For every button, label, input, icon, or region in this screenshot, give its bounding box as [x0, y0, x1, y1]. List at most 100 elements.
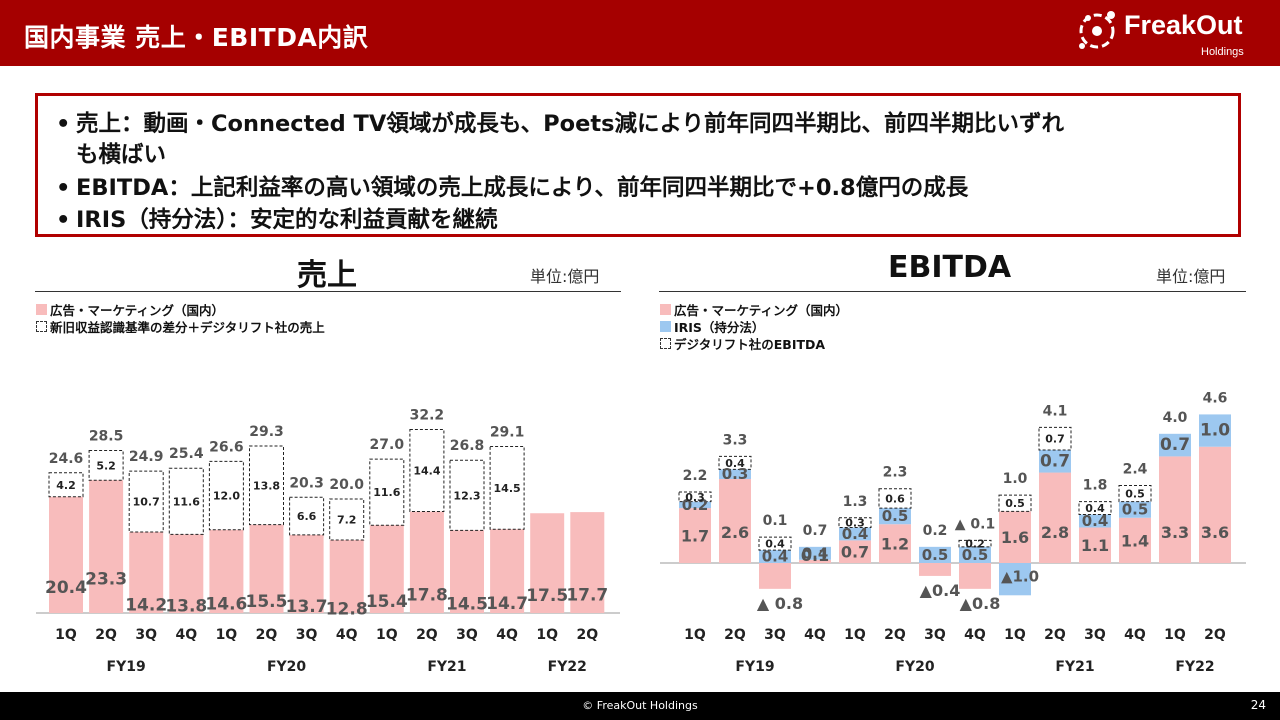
sales-bar-ad-label: 14.2: [125, 596, 167, 616]
ebitda-total-label: 1.8: [1083, 478, 1108, 494]
ebitda-bar-ad: [839, 540, 871, 563]
sales-quarter-label: 3Q: [296, 627, 318, 643]
ebitda-bar-ad-label: 1.4: [1121, 531, 1149, 550]
ebitda-bar-iris-label: 0.4: [842, 525, 869, 543]
ebitda-bar-digitalift-label: 0.3: [685, 491, 705, 504]
sales-quarter-label: 2Q: [95, 627, 117, 643]
sales-total-label: 24.9: [129, 449, 164, 465]
sales-bar-ad-label: 13.7: [286, 597, 328, 617]
ebitda-bar-iris-label: ▲1.0: [1001, 567, 1039, 585]
ebitda-total-label: 4.0: [1163, 410, 1188, 426]
ebitda-total-label: 3.3: [723, 432, 748, 448]
sales-bar-ad: [249, 524, 284, 613]
ebitda-bar-iris-label: 0.7: [1040, 451, 1070, 471]
ebitda-bar-ad-label: 1.6: [1001, 528, 1029, 547]
ebitda-bar-digitalift-label: 0.5: [1125, 488, 1145, 501]
company-logo: FreakOut Holdings: [1070, 4, 1270, 62]
ebitda-quarter-label: 1Q: [1164, 627, 1186, 643]
ebitda-total-label: 0.2: [923, 523, 948, 539]
ebitda-bar-iris-label: 0.4: [1082, 512, 1109, 530]
ebitda-bar-ad: [959, 563, 991, 589]
logo-name: FreakOut: [1124, 10, 1243, 40]
sales-bar-diff-label: 13.8: [253, 479, 280, 492]
ebitda-bar-iris: [839, 527, 871, 541]
ebitda-bar-ad-label: ▲0.8: [960, 594, 1001, 613]
sales-bar-diff: [409, 428, 445, 513]
sales-bar-diff: [329, 498, 365, 541]
ebitda-quarter-label: 3Q: [924, 627, 946, 643]
sales-bar-diff: [449, 459, 485, 531]
sales-bar-diff: [489, 446, 525, 530]
ebitda-total-label: 0.1: [763, 513, 788, 529]
sales-total-label: 29.1: [490, 425, 525, 441]
sales-total-label: 20.3: [289, 475, 324, 491]
sales-bar-ad-label: 14.5: [446, 595, 488, 615]
ebitda-bar-ad: [799, 559, 831, 563]
sales-bar-ad-label: 17.7: [566, 586, 608, 606]
ebitda-bar-digitalift-label: 0.3: [845, 517, 865, 530]
ebitda-total-label: 1.3: [843, 494, 868, 510]
ebitda-bar-ad: [719, 479, 751, 563]
sales-fy-label: FY22: [548, 659, 587, 675]
ebitda-bar-ad-label: ▲ 0.8: [757, 594, 803, 613]
ebitda-quarter-label: 1Q: [684, 627, 706, 643]
ebitda-bar-iris-label: 0.7: [1160, 435, 1190, 455]
ebitda-bar-digitalift: [678, 491, 712, 503]
sales-total-label: 32.2: [410, 407, 445, 423]
ebitda-total-label: 2.3: [883, 465, 908, 481]
ebitda-quarter-label: 2Q: [1204, 627, 1226, 643]
ebitda-total-label: ▲ 0.1: [955, 516, 995, 532]
ebitda-bar-ad-label: 1.2: [881, 535, 909, 554]
sales-bar-ad: [329, 540, 364, 613]
ebitda-bar-ad-label: 3.6: [1201, 523, 1229, 542]
sales-fy-label: FY20: [267, 659, 306, 675]
sales-bar-ad-label: 17.8: [406, 585, 448, 605]
ebitda-bar-ad: [759, 563, 791, 589]
ebitda-bar-iris: [1159, 433, 1191, 457]
sales-bar-ad: [530, 513, 565, 613]
sales-bar-diff-label: 11.6: [173, 495, 200, 508]
ebitda-total-label: 0.7: [803, 523, 828, 539]
sales-bar-ad-label: 20.4: [45, 578, 87, 598]
ebitda-bar-iris: [959, 546, 991, 563]
sales-quarter-label: 4Q: [496, 627, 518, 643]
sales-chart-title: 売上: [297, 258, 357, 293]
ebitda-bar-ad-label: 1.1: [1081, 536, 1109, 555]
ebitda-bar-ad: [1079, 527, 1111, 563]
ebitda-bar-digitalift-label: 0.4: [765, 538, 785, 551]
sales-bar-ad-label: 14.6: [205, 594, 247, 614]
ebitda-bar-ad-label: 0.7: [841, 543, 869, 562]
sales-bar-diff: [249, 445, 284, 526]
sales-bar-ad: [409, 511, 444, 613]
ebitda-bar-iris: [679, 501, 711, 509]
sales-bar-ad: [570, 512, 605, 613]
ebitda-bar-digitalift-label: 0.5: [1005, 497, 1025, 510]
sales-quarter-label: 4Q: [175, 627, 197, 643]
sales-quarter-label: 2Q: [576, 627, 598, 643]
sales-bar-ad: [209, 529, 244, 613]
ebitda-quarter-label: 1Q: [844, 627, 866, 643]
ebitda-bar-digitalift-label: 0.7: [1045, 433, 1065, 446]
sales-quarter-label: 1Q: [216, 627, 238, 643]
sales-total-label: 28.5: [89, 429, 124, 445]
ebitda-quarter-label: 2Q: [724, 627, 746, 643]
ebitda-bar-iris: [919, 546, 951, 563]
ebitda-bar-digitalift: [1038, 426, 1072, 451]
ebitda-bar-ad-label: 3.3: [1161, 523, 1189, 542]
summary-line-3: • EBITDA：上記利益率の高い領域の売上成長により、前年同四半期比で+0.8億…: [56, 175, 969, 201]
sales-bar-diff-label: 4.2: [56, 479, 76, 492]
sales-bar-ad-label: 15.5: [246, 592, 288, 612]
sales-bar-ad: [450, 530, 484, 613]
ebitda-bar-iris-label: 0.4: [802, 544, 829, 562]
ebitda-bar-digitalift: [998, 494, 1032, 512]
ebitda-bar-iris-label: 0.2: [682, 496, 709, 514]
sales-bar-ad: [289, 534, 324, 613]
ebitda-quarter-label: 3Q: [1084, 627, 1106, 643]
ebitda-bar-digitalift: [1078, 501, 1112, 516]
ebitda-bar-ad: [1119, 517, 1151, 563]
copyright: © FreakOut Holdings: [582, 699, 698, 712]
ebitda-bar-iris: [1199, 414, 1231, 447]
sales-bar-ad-label: 15.4: [366, 592, 408, 612]
sales-bar-diff-label: 11.6: [373, 486, 400, 499]
